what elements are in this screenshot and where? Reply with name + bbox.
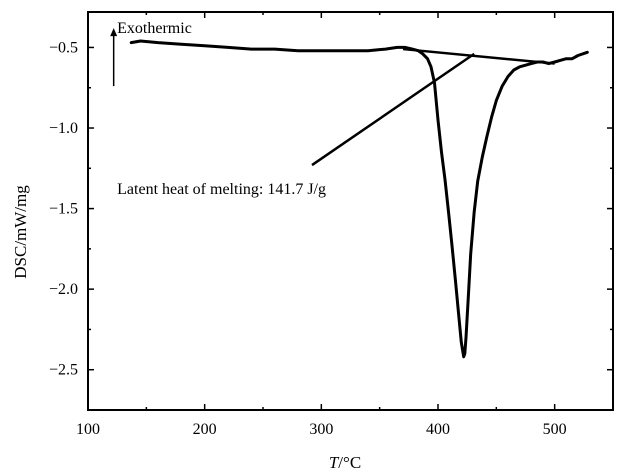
plot-frame	[87, 11, 614, 411]
latent-heat-label: Latent heat of melting: 141.7 J/g	[117, 181, 326, 198]
y-tick-label: −0.5	[49, 39, 78, 56]
y-tick-label: −2.5	[49, 362, 78, 379]
exothermic-arrow-icon	[110, 28, 118, 37]
x-tick-label: 100	[76, 421, 100, 438]
x-axis-title-symbol: T	[329, 453, 340, 472]
annotations: Exothermic Latent heat of melting: 141.7 …	[110, 20, 326, 198]
y-tick-label: −2.0	[49, 281, 78, 298]
axes	[87, 11, 614, 411]
x-axis-title: T/°C	[329, 453, 361, 472]
baseline-line	[402, 47, 555, 65]
y-tick-label: −1.5	[49, 201, 78, 218]
x-axis-title-unit: /°C	[338, 453, 361, 472]
y-axis-title: DSC/mW/mg	[11, 185, 30, 279]
tangent-line	[311, 52, 475, 167]
x-tick-label: 300	[309, 421, 333, 438]
x-tick-label: 500	[543, 421, 567, 438]
x-tick-label: 200	[193, 421, 217, 438]
ticks: 100 200 300 400 500 −0.5 −1.0 −1.5 −2.0 −2.5	[49, 12, 614, 438]
dsc-curve	[129, 39, 589, 359]
exothermic-label: Exothermic	[117, 20, 192, 37]
plot-lines	[129, 39, 589, 359]
y-tick-label: −1.0	[49, 120, 78, 137]
x-tick-label: 400	[426, 421, 450, 438]
